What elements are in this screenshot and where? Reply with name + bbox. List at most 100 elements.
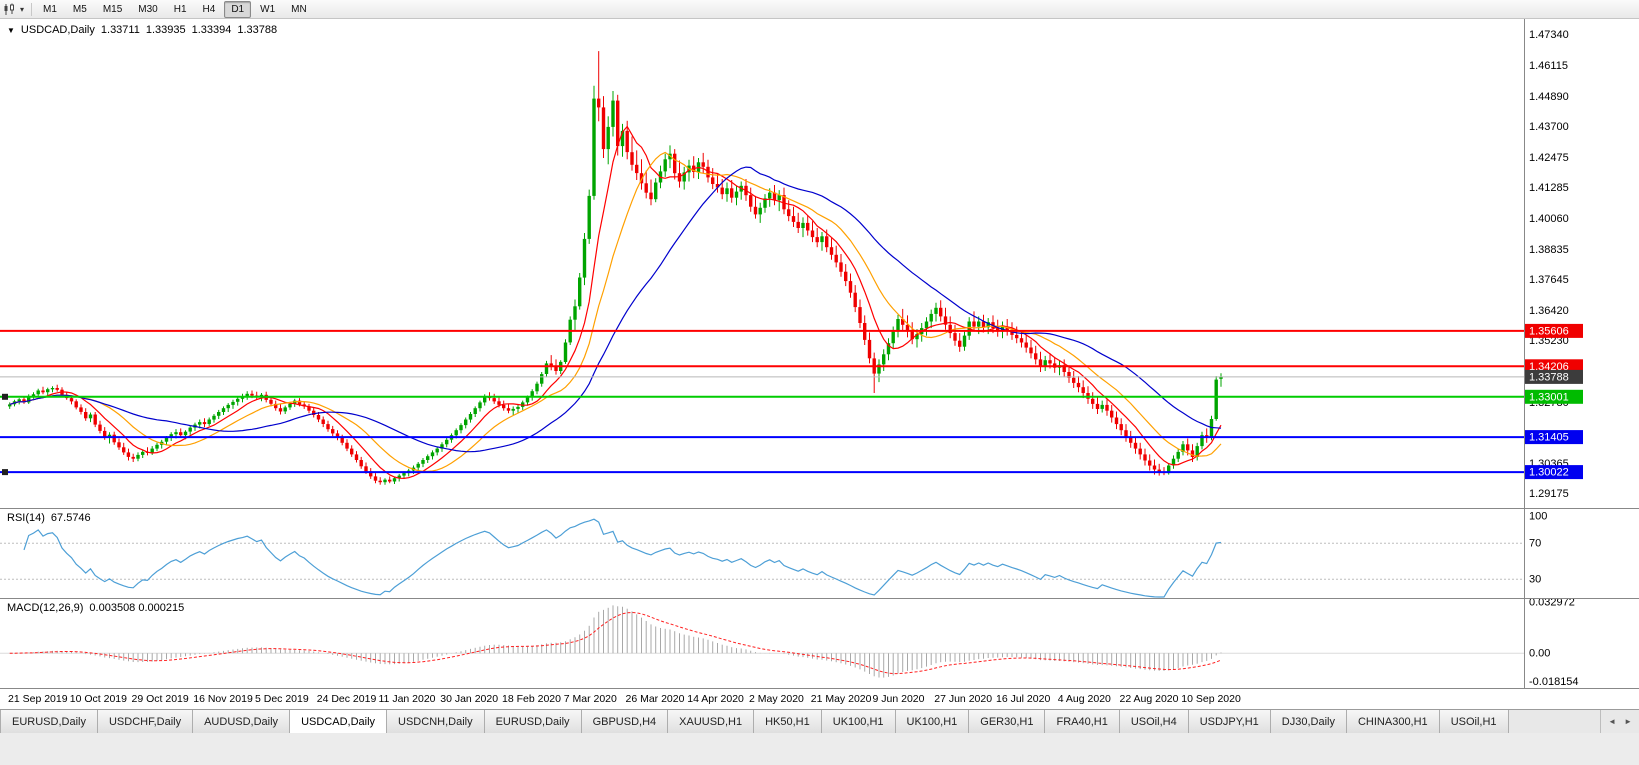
tab-usdcnh-daily[interactable]: USDCNH,Daily bbox=[387, 710, 485, 733]
tab-hk50-h1[interactable]: HK50,H1 bbox=[754, 710, 822, 733]
rsi-name: RSI(14) bbox=[7, 512, 45, 524]
timeframe-h4-button[interactable]: H4 bbox=[202, 3, 216, 15]
ma-34-line bbox=[9, 166, 1222, 453]
chart-window[interactable]: 1.47340 1.46115 1.44890 1.43700 1.42475 1.412… bbox=[0, 19, 1639, 709]
tab-usdchf-daily[interactable]: USDCHF,Daily bbox=[97, 710, 194, 733]
chart-tabs-bar: EURUSD,Daily USDCHF,Daily AUDUSD,Daily USDC… bbox=[0, 709, 1639, 733]
macd-pane-label: MACD(12,26,9) 0.003508 0.000215 bbox=[7, 602, 184, 614]
svg-text:1.33001: 1.33001 bbox=[1529, 391, 1569, 403]
tabs-scroll-left-button[interactable]: ◄ bbox=[1608, 717, 1617, 726]
svg-text:1.43700: 1.43700 bbox=[1529, 121, 1569, 133]
tab-ger30-h1[interactable]: GER30,H1 bbox=[969, 710, 1046, 733]
tab-china300-h1[interactable]: CHINA300,H1 bbox=[1346, 710, 1440, 733]
candlesticks bbox=[8, 51, 1223, 485]
svg-text:70: 70 bbox=[1529, 538, 1541, 550]
tab-usoil-h1[interactable]: USOil,H1 bbox=[1439, 710, 1509, 733]
tab-usoil-h4[interactable]: USOil,H4 bbox=[1119, 710, 1189, 733]
bottom-spacer bbox=[0, 733, 1639, 765]
date-label: 26 Mar 2020 bbox=[625, 693, 685, 705]
tab-audusd-daily[interactable]: AUDUSD,Daily bbox=[193, 710, 291, 733]
svg-text:1.42475: 1.42475 bbox=[1529, 152, 1569, 164]
timeframe-buttons: M1 M5 M15 M30 H1 H4 D1 W1 MN bbox=[36, 0, 314, 18]
tab-dj30-daily[interactable]: DJ30,Daily bbox=[1270, 710, 1347, 733]
price-axis-labels: 1.47340 1.46115 1.44890 1.43700 1.42475 1.412… bbox=[1529, 29, 1569, 500]
time-axis[interactable]: 21 Sep 2019 10 Oct 2019 29 Oct 2019 16 Nov … bbox=[0, 689, 1639, 709]
date-label: 4 Aug 2020 bbox=[1057, 693, 1111, 705]
svg-text:1.40060: 1.40060 bbox=[1529, 213, 1569, 225]
chart-ohlc-header: ▼ USDCAD,Daily 1.33711 1.33935 1.33394 1… bbox=[7, 24, 277, 36]
ohlc-open: 1.33711 bbox=[100, 24, 140, 36]
dropdown-caret-icon[interactable]: ▾ bbox=[20, 4, 25, 14]
tab-usdjpy-h1[interactable]: USDJPY,H1 bbox=[1188, 710, 1271, 733]
svg-text:-0.018154: -0.018154 bbox=[1529, 676, 1579, 688]
rsi-line bbox=[23, 518, 1222, 598]
rsi-value: 67.5746 bbox=[50, 512, 91, 524]
date-label: 27 Jun 2020 bbox=[934, 693, 993, 705]
svg-text:1.46115: 1.46115 bbox=[1529, 60, 1568, 72]
toolbar-separator bbox=[31, 2, 33, 16]
svg-text:1.37645: 1.37645 bbox=[1529, 274, 1569, 286]
macd-name: MACD(12,26,9) bbox=[7, 602, 84, 614]
tabs-scroll-controls: ◄ ► bbox=[1600, 710, 1639, 733]
svg-text:0.00: 0.00 bbox=[1529, 648, 1550, 660]
timeframe-d1-button[interactable]: D1 bbox=[224, 0, 252, 18]
svg-text:30: 30 bbox=[1529, 574, 1541, 586]
period-toolbar: ▾ M1 M5 M15 M30 H1 H4 D1 W1 MN bbox=[0, 0, 1639, 19]
price-chart[interactable]: 1.47340 1.46115 1.44890 1.43700 1.42475 1.412… bbox=[0, 19, 1639, 509]
timeframe-m30-button[interactable]: M30 bbox=[138, 3, 158, 15]
rsi-indicator-pane[interactable]: 100 70 30 bbox=[0, 509, 1639, 599]
date-label: 16 Nov 2019 bbox=[193, 693, 253, 705]
ma-16-line bbox=[9, 151, 1222, 473]
tab-uk100-h1[interactable]: UK100,H1 bbox=[821, 710, 896, 733]
date-label: 30 Jan 2020 bbox=[440, 693, 499, 705]
svg-text:1.44890: 1.44890 bbox=[1529, 91, 1569, 103]
date-label: 21 May 2020 bbox=[810, 693, 872, 705]
date-label: 16 Jul 2020 bbox=[996, 693, 1051, 705]
chart-tabs-strip: EURUSD,Daily USDCHF,Daily AUDUSD,Daily USDC… bbox=[0, 710, 1509, 733]
tab-gbpusd-h4[interactable]: GBPUSD,H4 bbox=[581, 710, 669, 733]
macd-signal-line bbox=[9, 611, 1222, 675]
svg-text:1.34206: 1.34206 bbox=[1529, 361, 1569, 373]
date-label: 29 Oct 2019 bbox=[131, 693, 189, 705]
price-axis-badges: 1.35606 1.34206 1.33001 1.31405 1.30022 1.337… bbox=[1525, 323, 1583, 480]
date-label: 18 Feb 2020 bbox=[502, 693, 561, 705]
tab-fra40-h1[interactable]: FRA40,H1 bbox=[1045, 710, 1120, 733]
collapse-arrow-icon[interactable]: ▼ bbox=[7, 25, 15, 35]
ohlc-high: 1.33935 bbox=[145, 24, 186, 36]
tab-usdcad-daily[interactable]: USDCAD,Daily bbox=[290, 710, 388, 733]
timeframe-m1-button[interactable]: M1 bbox=[43, 3, 57, 15]
macd-histogram bbox=[14, 605, 1222, 678]
timeframe-m5-button[interactable]: M5 bbox=[72, 3, 87, 15]
date-label: 5 Dec 2019 bbox=[255, 693, 309, 705]
svg-text:100: 100 bbox=[1529, 511, 1547, 523]
date-label: 22 Aug 2020 bbox=[1119, 693, 1179, 705]
svg-text:1.33788: 1.33788 bbox=[1529, 371, 1569, 383]
tab-xauusd-h1[interactable]: XAUUSD,H1 bbox=[668, 710, 755, 733]
macd-indicator-pane[interactable]: 0.032972 0.00 -0.018154 bbox=[0, 599, 1639, 689]
svg-text:1.35606: 1.35606 bbox=[1529, 325, 1569, 337]
svg-text:1.29175: 1.29175 bbox=[1529, 488, 1569, 500]
svg-text:1.36420: 1.36420 bbox=[1529, 305, 1569, 317]
date-label: 9 Jun 2020 bbox=[872, 693, 925, 705]
svg-text:1.38835: 1.38835 bbox=[1529, 244, 1569, 256]
macd-values: 0.003508 0.000215 bbox=[89, 602, 185, 614]
tab-eurusd-daily[interactable]: EURUSD,Daily bbox=[0, 710, 98, 733]
timeframe-w1-button[interactable]: W1 bbox=[260, 3, 276, 15]
date-label: 7 Mar 2020 bbox=[563, 693, 617, 705]
svg-text:0.032972: 0.032972 bbox=[1529, 599, 1575, 608]
rsi-pane-label: RSI(14) 67.5746 bbox=[7, 512, 91, 524]
timeframe-h1-button[interactable]: H1 bbox=[173, 3, 187, 15]
svg-text:1.41285: 1.41285 bbox=[1529, 182, 1569, 194]
svg-text:1.47340: 1.47340 bbox=[1529, 29, 1569, 41]
tabs-scroll-right-button[interactable]: ► bbox=[1624, 717, 1632, 726]
date-label: 21 Sep 2019 bbox=[8, 693, 68, 705]
tab-eurusd-daily[interactable]: EURUSD,Daily bbox=[484, 710, 582, 733]
timeframe-mn-button[interactable]: MN bbox=[291, 3, 307, 15]
timeframe-m15-button[interactable]: M15 bbox=[102, 3, 123, 15]
ohlc-close: 1.33788 bbox=[237, 24, 278, 36]
date-label: 11 Jan 2020 bbox=[378, 693, 436, 705]
svg-text:1.31405: 1.31405 bbox=[1529, 432, 1569, 444]
ohlc-low: 1.33394 bbox=[191, 24, 232, 36]
tab-uk100-h1[interactable]: UK100,H1 bbox=[895, 710, 970, 733]
candlestick-chart-icon[interactable] bbox=[3, 3, 19, 16]
